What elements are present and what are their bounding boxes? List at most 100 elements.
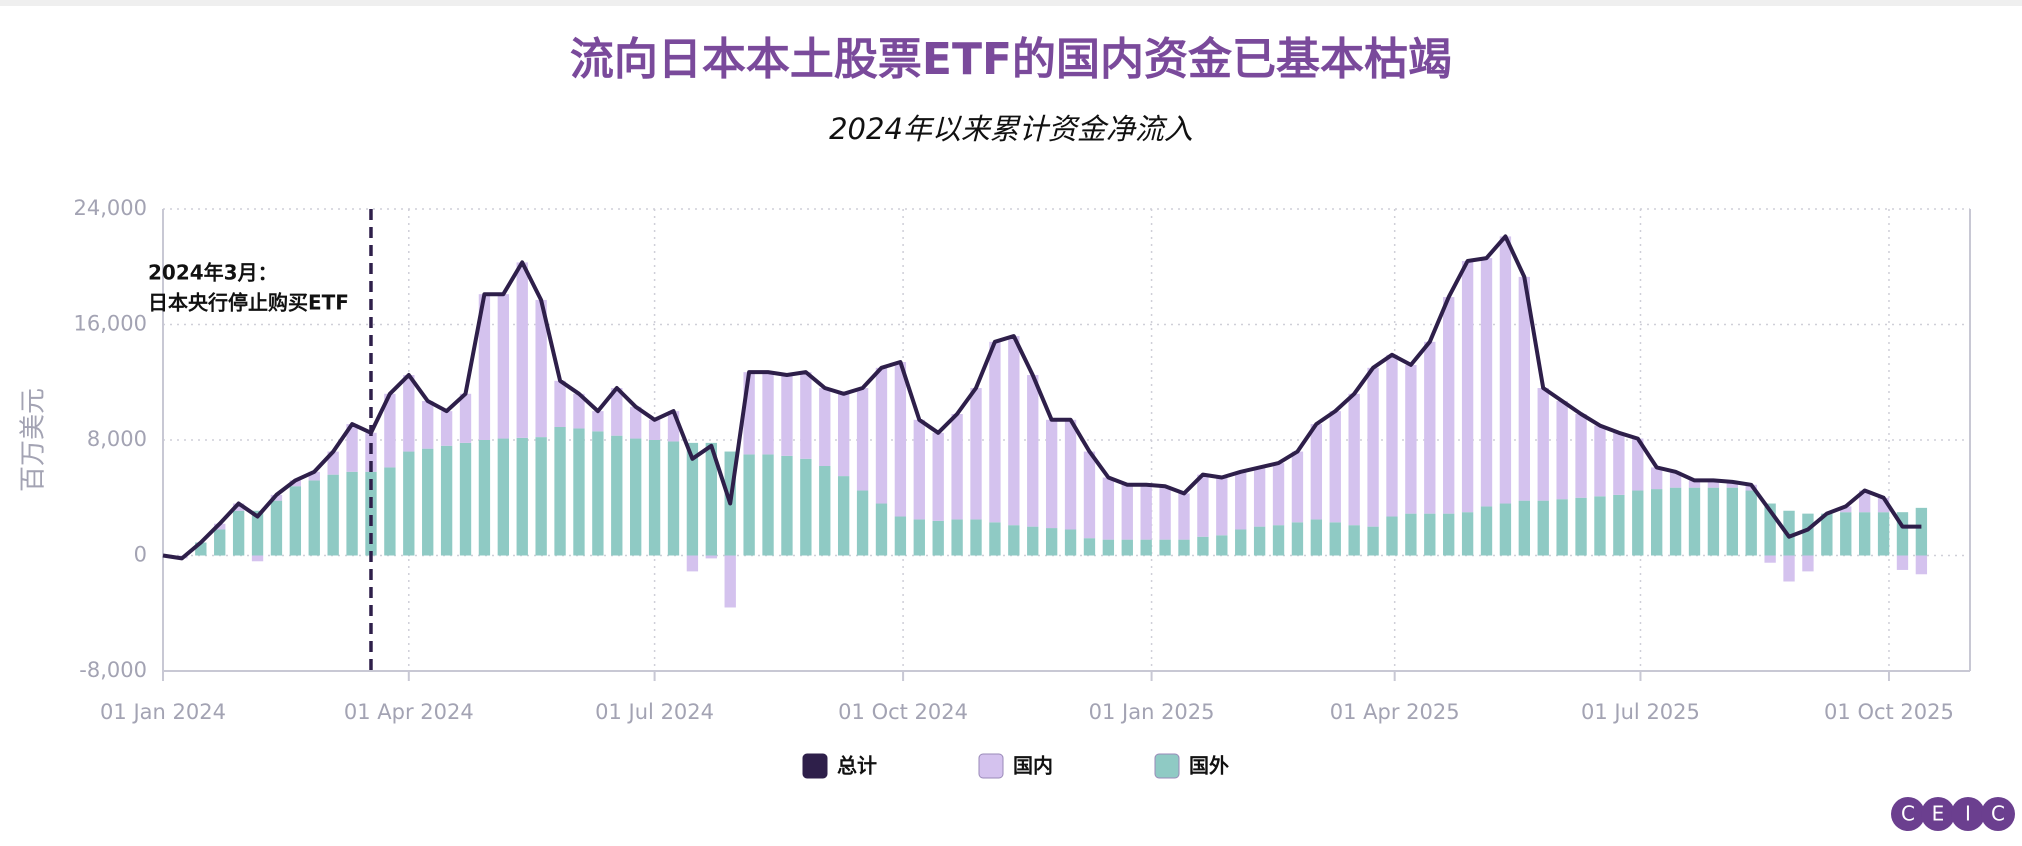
bar (1443, 513, 1455, 556)
bar (1027, 526, 1039, 556)
bar (478, 440, 491, 556)
bar (459, 393, 472, 443)
bar (1840, 506, 1852, 513)
bar (1669, 471, 1682, 488)
bar (1461, 512, 1474, 556)
y-tick-label: 0 (134, 543, 147, 567)
bar (1083, 451, 1096, 539)
bar (1896, 512, 1909, 556)
bar (1518, 276, 1530, 501)
y-tick-label: 16,000 (74, 312, 147, 336)
bar (762, 454, 774, 556)
bar (630, 406, 642, 439)
bar (251, 510, 264, 556)
logo-circle (1951, 797, 1985, 831)
bar (1537, 500, 1549, 556)
x-tick-label: 01 Oct 2024 (838, 700, 968, 724)
bar (1367, 367, 1379, 527)
bar (705, 555, 717, 559)
bar (1310, 519, 1323, 556)
bar (1178, 493, 1190, 540)
bar (781, 375, 793, 456)
bar (327, 451, 339, 475)
bar (1253, 467, 1266, 527)
bar (856, 490, 869, 556)
bar (1480, 506, 1493, 556)
bar (1102, 477, 1115, 540)
logo-circle (1891, 797, 1925, 831)
bar (1802, 513, 1814, 556)
legend-swatch (1154, 753, 1180, 779)
bar (1159, 539, 1171, 556)
bar (1064, 419, 1077, 530)
bar (1386, 354, 1398, 517)
bar (1632, 438, 1644, 491)
bar (308, 480, 320, 556)
bar (932, 520, 944, 556)
bar (1745, 490, 1757, 556)
bar (1064, 529, 1077, 556)
bar (1140, 484, 1152, 540)
bar (1045, 419, 1058, 529)
legend-label: 国外 (1189, 754, 1229, 778)
y-tick-label: 24,000 (74, 196, 147, 220)
bar (913, 419, 925, 520)
bar (1329, 522, 1341, 556)
bar (497, 294, 510, 439)
bar (1197, 536, 1209, 556)
bar (1575, 497, 1587, 556)
bar (365, 471, 377, 556)
bar (686, 442, 699, 556)
bar (346, 424, 358, 472)
bar (1764, 555, 1776, 563)
bar (592, 431, 604, 556)
bar (1480, 258, 1493, 507)
bar (1726, 487, 1738, 556)
bar (875, 503, 888, 556)
bar (1367, 526, 1379, 556)
bar (1858, 490, 1871, 513)
bar (232, 510, 245, 556)
x-tick-label: 01 Apr 2024 (344, 700, 474, 724)
bar (951, 519, 963, 556)
legend-swatch (802, 753, 828, 779)
bar (1499, 503, 1512, 556)
bar (989, 341, 1001, 523)
bar (440, 411, 453, 446)
x-tick-label: 01 Jul 2025 (1581, 700, 1700, 724)
bar (970, 388, 982, 520)
bar (1235, 471, 1247, 530)
bar (1821, 513, 1833, 556)
bar (989, 522, 1001, 556)
bar (1443, 297, 1455, 514)
bar (1197, 474, 1209, 537)
bar (1915, 555, 1928, 575)
bar (932, 432, 944, 521)
bar (1707, 480, 1720, 488)
legend-swatch (978, 753, 1004, 779)
x-tick-label: 01 Oct 2025 (1824, 700, 1954, 724)
bar (1594, 496, 1606, 556)
top-band (0, 0, 2022, 6)
bar (478, 294, 491, 440)
bar (384, 467, 396, 556)
bar (1216, 477, 1228, 536)
bar (1518, 500, 1530, 556)
bar (875, 367, 888, 504)
bar (422, 448, 434, 556)
bar (1707, 487, 1720, 556)
bar (516, 262, 528, 438)
legend-label: 国内 (1013, 754, 1053, 778)
bar (743, 454, 755, 556)
bar (1632, 490, 1644, 556)
bar (686, 555, 699, 572)
bar (819, 388, 831, 466)
bar (1726, 481, 1738, 488)
bar (1783, 510, 1795, 556)
bar (837, 393, 850, 477)
bar (1877, 512, 1890, 556)
bar (554, 380, 566, 428)
bar (270, 500, 283, 556)
